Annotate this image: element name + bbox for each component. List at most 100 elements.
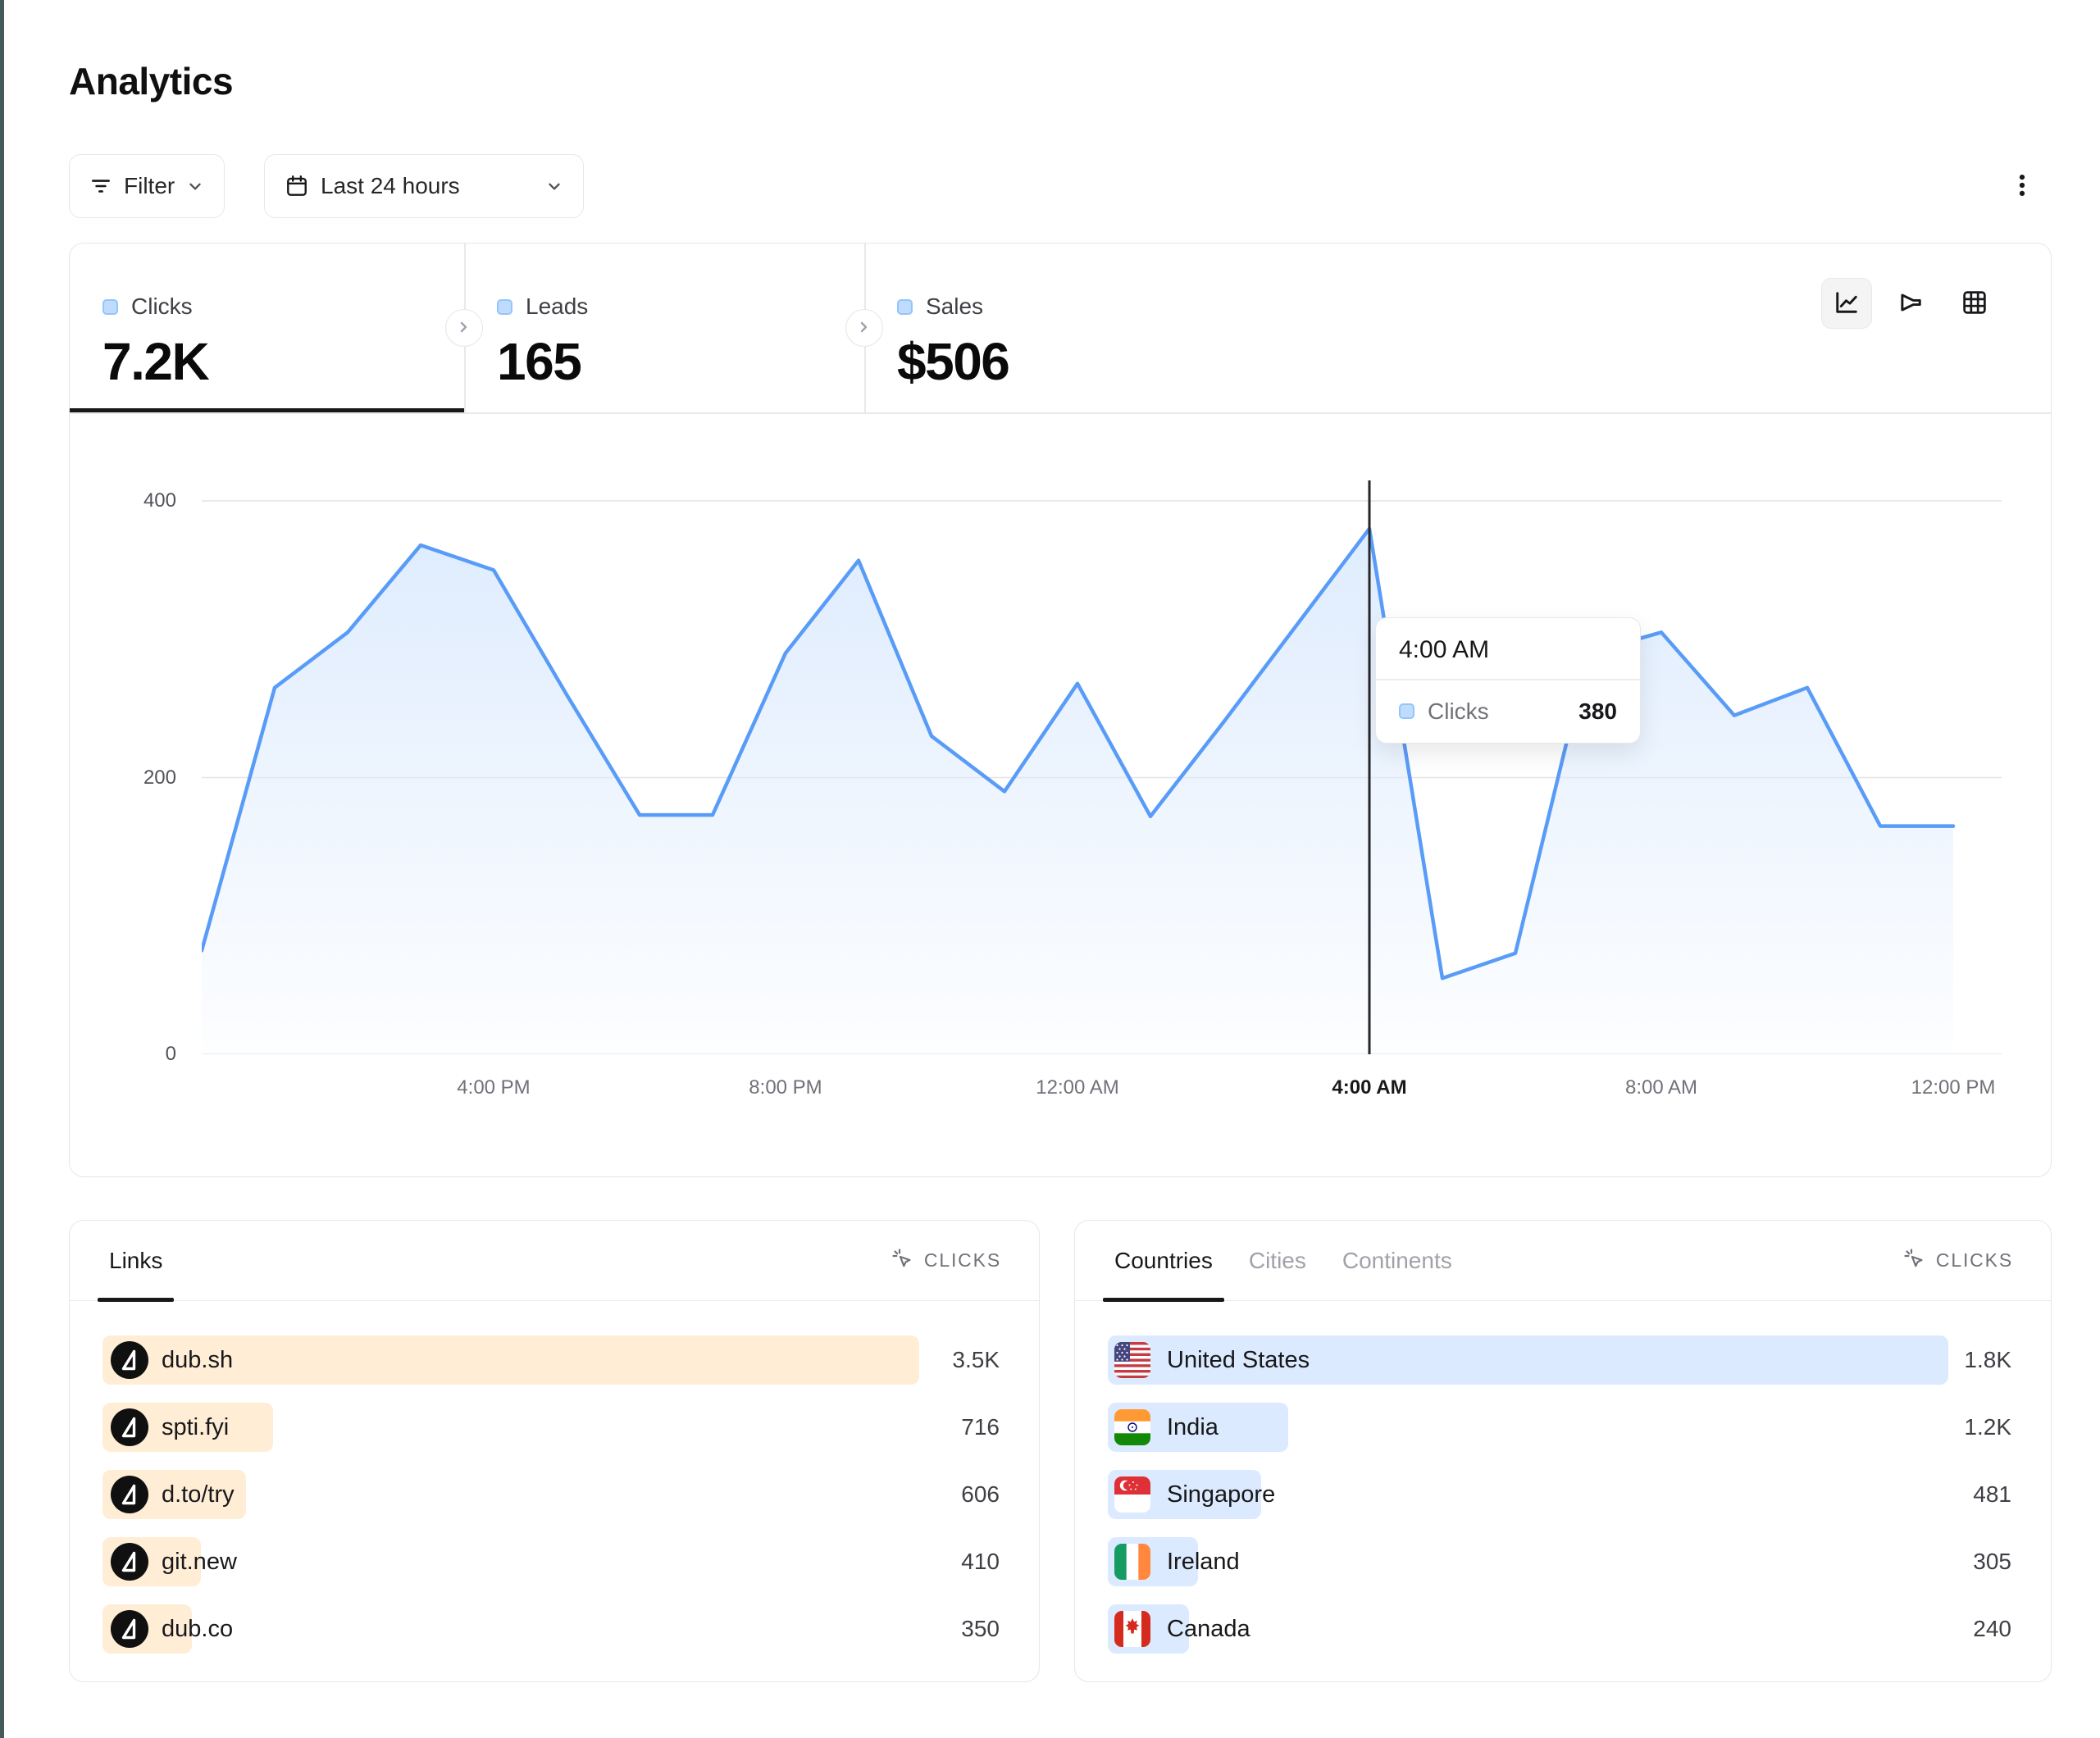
line-chart-icon <box>1832 288 1861 320</box>
clicks-chart[interactable]: 0 200 400 4:00 PM 8:00 PM 12:00 AM 4:00 AM 8:0… <box>70 412 2051 1176</box>
y-tick-label: 200 <box>143 766 176 789</box>
date-range-button[interactable]: Last 24 hours <box>264 154 584 218</box>
clicks-metric-button[interactable]: CLICKS <box>885 1245 1006 1276</box>
tab-clicks[interactable]: Clicks 7.2K <box>70 243 464 412</box>
divider <box>70 412 2051 414</box>
list-item[interactable]: d.to/try 606 <box>102 1470 1000 1519</box>
more-menu-icon <box>2008 171 2036 202</box>
row-name: dub.co <box>162 1616 234 1642</box>
flag-icon-ie <box>1114 1544 1150 1580</box>
area-fill <box>202 528 1953 1054</box>
tab-continents[interactable]: Continents <box>1342 1247 1452 1273</box>
chevron-right-icon <box>456 319 472 338</box>
dub-logo-icon <box>111 1610 148 1648</box>
cursor-click-icon <box>890 1246 914 1276</box>
row-name: India <box>1167 1414 1219 1440</box>
clicks-legend-swatch <box>102 298 118 315</box>
stat-value: 165 <box>497 332 582 391</box>
line-chart-button[interactable] <box>1821 278 1872 329</box>
links-panel: Links CLICKS dub.sh 3.5K spti.fyi 716 d.to/t… <box>69 1220 1040 1682</box>
analytics-card: Clicks 7.2K Leads 165 Sales $506 <box>69 243 2052 1177</box>
value-bar <box>102 1335 919 1385</box>
divider <box>1376 679 1640 680</box>
more-menu-button[interactable] <box>1993 156 2052 216</box>
links-list: dub.sh 3.5K spti.fyi 716 d.to/try 606 git.new 4… <box>102 1335 1000 1672</box>
filter-button[interactable]: Filter <box>69 154 225 218</box>
row-value: 1.2K <box>1964 1414 2011 1440</box>
window-edge <box>0 0 4 1738</box>
stat-value: $506 <box>897 332 1010 391</box>
funnel-chart-icon <box>1896 288 1925 320</box>
list-item[interactable]: dub.sh 3.5K <box>102 1335 1000 1385</box>
tooltip-time: 4:00 AM <box>1399 636 1490 663</box>
chevron-down-icon <box>545 177 563 195</box>
tab-links[interactable]: Links <box>97 1221 175 1302</box>
list-item[interactable]: dub.co 350 <box>102 1604 1000 1654</box>
list-item[interactable]: Singapore 481 <box>1108 1470 2011 1519</box>
chart-tooltip: 4:00 AM Clicks 380 <box>1375 617 1641 744</box>
tab-sales[interactable]: Sales $506 <box>864 243 1291 412</box>
x-tick-label: 4:00 PM <box>457 1076 531 1099</box>
stats-tabs: Clicks 7.2K Leads 165 Sales $506 <box>70 243 2051 412</box>
row-value: 410 <box>961 1549 1000 1574</box>
list-item[interactable]: Ireland 305 <box>1108 1537 2011 1586</box>
tooltip-series-label: Clicks <box>1428 698 1489 724</box>
countries-panel: Countries Cities Continents CLICKS Unite… <box>1074 1220 2052 1682</box>
x-tick-label: 12:00 PM <box>1911 1076 1996 1099</box>
row-name: Singapore <box>1167 1481 1276 1508</box>
countries-panel-header: Countries Cities Continents CLICKS <box>1075 1221 2051 1302</box>
links-panel-header: Links CLICKS <box>70 1221 1039 1302</box>
clicks-metric-button[interactable]: CLICKS <box>1897 1245 2018 1276</box>
flag-icon-us <box>1114 1342 1150 1378</box>
tab-countries[interactable]: Countries <box>1103 1221 1224 1302</box>
list-item[interactable]: Canada 240 <box>1108 1604 2011 1654</box>
clicks-legend-swatch <box>1399 703 1414 719</box>
leads-legend-swatch <box>497 298 512 315</box>
flag-icon-ca <box>1114 1611 1150 1647</box>
dub-logo-icon <box>111 1341 148 1379</box>
row-value: 3.5K <box>952 1347 1000 1372</box>
value-bar <box>1108 1335 1948 1385</box>
list-item[interactable]: spti.fyi 716 <box>102 1403 1000 1452</box>
stat-label: Leads <box>526 293 589 319</box>
tab-cities[interactable]: Cities <box>1248 1247 1306 1273</box>
expand-stat-button[interactable] <box>845 309 883 347</box>
stat-label: Clicks <box>131 293 193 319</box>
row-name: dub.sh <box>162 1347 234 1373</box>
row-name: git.new <box>162 1549 237 1575</box>
x-tick-label: 4:00 AM <box>1332 1076 1407 1099</box>
stat-value: 7.2K <box>102 332 210 391</box>
row-name: United States <box>1167 1347 1310 1373</box>
sales-legend-swatch <box>897 298 913 315</box>
x-tick-label: 12:00 AM <box>1036 1076 1119 1099</box>
tab-leads[interactable]: Leads 165 <box>464 243 864 412</box>
filter-button-label: Filter <box>124 173 175 198</box>
funnel-chart-button[interactable] <box>1885 278 1936 329</box>
row-value: 305 <box>1973 1549 2011 1574</box>
list-item[interactable]: India 1.2K <box>1108 1403 2011 1452</box>
table-grid-button[interactable] <box>1949 278 2000 329</box>
list-item[interactable]: United States 1.8K <box>1108 1335 2011 1385</box>
cursor-click-icon <box>1902 1246 1926 1276</box>
flag-icon-in <box>1114 1409 1150 1445</box>
calendar-icon <box>285 174 309 198</box>
row-value: 716 <box>961 1414 1000 1440</box>
dub-logo-icon <box>111 1543 148 1581</box>
dub-logo-icon <box>111 1476 148 1513</box>
countries-list: United States 1.8K India 1.2K Singapore 481 Ir… <box>1108 1335 2011 1672</box>
row-name: Canada <box>1167 1616 1250 1642</box>
x-tick-label: 8:00 AM <box>1624 1076 1698 1099</box>
row-name: spti.fyi <box>162 1414 230 1440</box>
row-value: 606 <box>961 1481 1000 1507</box>
expand-stat-button[interactable] <box>445 309 483 347</box>
chevron-right-icon <box>856 319 872 338</box>
row-value: 1.8K <box>1964 1347 2011 1372</box>
list-item[interactable]: git.new 410 <box>102 1537 1000 1586</box>
row-name: d.to/try <box>162 1481 235 1508</box>
y-tick-label: 0 <box>165 1043 176 1065</box>
page-title: Analytics <box>69 60 234 102</box>
active-tab-underline <box>70 408 464 412</box>
chevron-down-icon <box>186 177 204 195</box>
date-range-label: Last 24 hours <box>321 173 460 198</box>
